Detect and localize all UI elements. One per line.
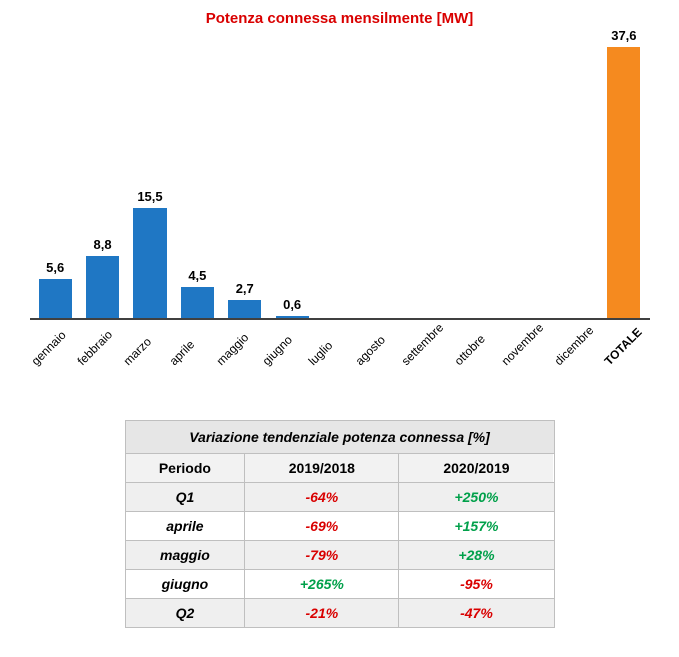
table-header-cell: 2019/2018 — [245, 454, 399, 482]
bar-slot — [553, 30, 600, 320]
bar-rect — [607, 47, 640, 320]
x-axis-label: TOTALE — [601, 325, 677, 401]
bar-value-label: 0,6 — [262, 297, 322, 312]
table-header-row: Periodo 2019/2018 2020/2019 — [126, 454, 554, 483]
chart-title: Potenza connessa mensilmente [MW] — [10, 10, 670, 27]
table-value-cell: -21% — [245, 599, 399, 627]
table-value-cell: +157% — [399, 512, 553, 540]
table-header-cell: Periodo — [126, 454, 246, 482]
bar-value-label: 37,6 — [594, 28, 654, 43]
table-row: Q1-64%+250% — [126, 483, 554, 512]
table-header-cell: 2020/2019 — [399, 454, 553, 482]
bar-slot — [363, 30, 410, 320]
bar-slot: 4,5 — [174, 30, 221, 320]
table-row: maggio-79%+28% — [126, 541, 554, 570]
table-period-cell: Q1 — [126, 483, 246, 511]
table-period-cell: aprile — [126, 512, 246, 540]
bar-value-label: 2,7 — [215, 281, 275, 296]
bar-value-label: 5,6 — [25, 260, 85, 275]
bar-value-label: 15,5 — [120, 189, 180, 204]
bar-rect — [39, 279, 72, 320]
table-value-cell: -64% — [245, 483, 399, 511]
bar-slot — [316, 30, 363, 320]
bar-chart: Potenza connessa mensilmente [MW] 5,68,8… — [10, 0, 670, 380]
bar-slot: 5,6 — [32, 30, 79, 320]
table-period-cell: Q2 — [126, 599, 246, 627]
bar-slot — [505, 30, 552, 320]
table-value-cell: -47% — [399, 599, 553, 627]
bar-value-label: 8,8 — [73, 237, 133, 252]
table-title: Variazione tendenziale potenza connessa … — [126, 421, 554, 454]
table-value-cell: -69% — [245, 512, 399, 540]
table-row: Q2-21%-47% — [126, 599, 554, 627]
table-value-cell: -79% — [245, 541, 399, 569]
variation-table: Variazione tendenziale potenza connessa … — [125, 420, 555, 628]
bar-slot: 0,6 — [268, 30, 315, 320]
bar-slot: 37,6 — [600, 30, 647, 320]
table-period-cell: giugno — [126, 570, 246, 598]
bar-rect — [86, 256, 119, 320]
bar-slot — [458, 30, 505, 320]
table-value-cell: -95% — [399, 570, 553, 598]
bar-slot — [411, 30, 458, 320]
table-value-cell: +265% — [245, 570, 399, 598]
x-axis-labels: gennaiofebbraiomarzoaprilemaggiogiugnolu… — [30, 320, 650, 380]
bar-slot: 2,7 — [221, 30, 268, 320]
bar-rect — [133, 208, 166, 320]
bar-slot: 8,8 — [79, 30, 126, 320]
table-value-cell: +250% — [399, 483, 553, 511]
bar-rect — [181, 287, 214, 320]
plot-area: 5,68,815,54,52,70,637,6 — [30, 30, 650, 320]
table-row: aprile-69%+157% — [126, 512, 554, 541]
table-row: giugno+265%-95% — [126, 570, 554, 599]
table-period-cell: maggio — [126, 541, 246, 569]
table-value-cell: +28% — [399, 541, 553, 569]
